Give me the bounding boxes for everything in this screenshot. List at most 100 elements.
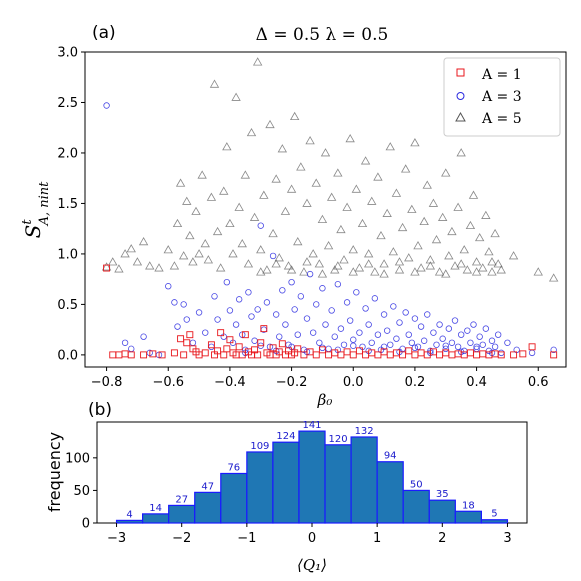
point-a3: [430, 329, 437, 336]
point-a3: [433, 341, 440, 348]
point-a1: [399, 351, 407, 359]
point-a5: [360, 156, 371, 165]
histogram-data-labels: 4 14 27 47 76 109 124 141 120 132 94 50 35 18 5: [126, 420, 497, 520]
point-a5: [249, 212, 260, 221]
point-a3: [282, 321, 289, 328]
point-a1: [217, 329, 225, 337]
point-a3: [165, 283, 172, 290]
point-a1: [497, 351, 505, 359]
point-a1: [226, 336, 234, 344]
point-a3: [451, 317, 459, 324]
scatter-y-axis-label: St A, nint: [20, 181, 52, 238]
point-a3: [457, 331, 465, 338]
point-a3: [528, 349, 536, 357]
point-a5: [342, 202, 352, 211]
point-a1: [241, 331, 249, 339]
histogram-bar: [272, 441, 300, 524]
bar-data-label: 124: [276, 431, 295, 442]
point-a3: [424, 311, 431, 318]
point-a1: [294, 345, 302, 353]
point-a3: [365, 321, 372, 328]
bar-data-label: 27: [175, 494, 188, 505]
point-a5: [434, 267, 445, 276]
point-a5: [468, 190, 479, 199]
histogram-bar: [194, 491, 222, 524]
point-a3: [371, 295, 379, 302]
point-a1: [429, 348, 437, 356]
point-a5: [413, 241, 423, 250]
point-a5: [441, 168, 451, 177]
point-a5: [188, 257, 198, 266]
scatter-x-axis-label: β₀: [317, 391, 333, 409]
point-a5: [478, 263, 488, 272]
point-a1: [318, 346, 326, 354]
point-a5: [311, 178, 321, 187]
point-a1: [223, 345, 231, 353]
point-a5: [487, 257, 497, 266]
point-a5: [138, 237, 149, 246]
point-a5: [280, 206, 291, 215]
point-a5: [277, 144, 288, 153]
x-tick-label: 0.4: [466, 375, 487, 390]
scatter-plot-frame: [84, 51, 567, 368]
point-a3: [488, 337, 496, 344]
histogram-bar: [324, 444, 352, 524]
point-a3: [393, 335, 400, 342]
hist-x-tick-label: 1: [373, 531, 381, 546]
point-a3: [408, 339, 416, 346]
bar-data-label: 47: [201, 481, 214, 492]
point-a3: [288, 278, 295, 286]
point-a5: [425, 261, 436, 270]
x-tick-label: −0.4: [214, 375, 246, 390]
x-tick-label: −0.6: [152, 375, 184, 390]
point-a5: [108, 257, 118, 266]
legend-triangle-marker-icon: [455, 111, 466, 122]
point-a3: [208, 343, 215, 351]
point-a3: [436, 321, 443, 328]
point-a5: [246, 127, 257, 137]
point-a3: [103, 102, 110, 109]
histogram-bar: [115, 519, 144, 524]
point-a1: [519, 350, 527, 358]
point-a5: [330, 265, 340, 274]
point-a1: [417, 349, 425, 357]
point-a3: [337, 325, 345, 332]
bar-data-label: 94: [384, 451, 397, 462]
point-a5: [400, 164, 411, 173]
point-a5: [299, 267, 309, 276]
point-a3: [309, 329, 317, 336]
point-a3: [325, 345, 332, 353]
point-a5: [394, 257, 405, 266]
histogram-y-axis: 0 50 100: [65, 451, 97, 532]
point-a3: [291, 306, 298, 313]
point-a5: [481, 210, 491, 219]
point-a3: [476, 333, 483, 340]
y-tick-label: 1.5: [57, 197, 78, 212]
point-a3: [269, 252, 277, 260]
point-a3: [396, 319, 403, 326]
point-a3: [232, 321, 240, 328]
histogram-bar: [480, 519, 509, 524]
point-a1: [349, 351, 357, 359]
x-tick-label: −0.2: [276, 375, 308, 390]
point-a3: [383, 327, 391, 334]
point-a5: [456, 148, 466, 157]
point-a5: [348, 245, 358, 254]
scatter-x-axis: −0.8 −0.6 −0.4 −0.2 0.0 0.2 0.4 0.6: [91, 367, 549, 390]
point-a5: [379, 269, 389, 278]
point-a1: [528, 343, 536, 351]
point-a5: [225, 218, 235, 228]
point-a5: [367, 196, 377, 205]
point-a1: [355, 347, 363, 355]
legend: A = 1 A = 3 A = 5: [443, 57, 561, 137]
y-label-main: S: [21, 225, 45, 239]
point-a5: [163, 245, 173, 254]
y-tick-label: 1.0: [57, 247, 78, 262]
point-a5: [326, 192, 337, 201]
histogram-bars: [115, 430, 509, 524]
point-a5: [206, 192, 217, 201]
point-a1: [260, 325, 268, 333]
hist-x-tick-label: −1: [237, 531, 256, 546]
point-a1: [466, 349, 474, 357]
